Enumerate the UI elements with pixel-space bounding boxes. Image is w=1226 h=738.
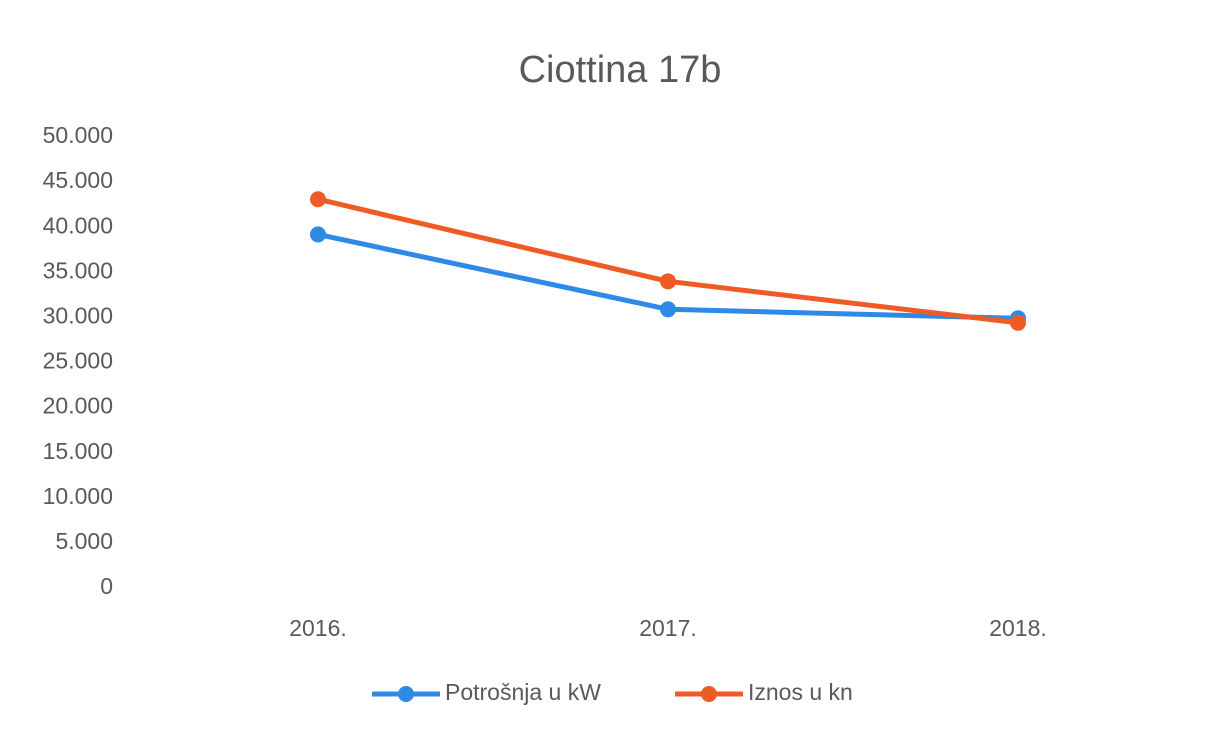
y-tick-label: 0: [100, 573, 113, 599]
legend-marker: [398, 686, 414, 702]
y-tick-label: 40.000: [43, 212, 113, 238]
y-tick-label: 5.000: [55, 528, 113, 554]
legend-marker: [701, 686, 717, 702]
chart-title: Ciottina 17b: [519, 49, 722, 91]
marker: [310, 226, 326, 243]
marker: [1010, 314, 1026, 331]
y-tick-label: 45.000: [43, 167, 113, 193]
x-tick-label: 2018.: [989, 615, 1047, 641]
x-tick-label: 2017.: [639, 615, 697, 641]
y-tick-label: 35.000: [43, 257, 113, 283]
y-tick-label: 15.000: [43, 438, 113, 464]
y-tick-label: 30.000: [43, 302, 113, 328]
y-tick-label: 50.000: [43, 122, 113, 148]
marker: [660, 301, 676, 318]
y-tick-label: 25.000: [43, 348, 113, 374]
legend-label: Potrošnja u kW: [445, 679, 601, 705]
marker: [660, 273, 676, 290]
y-tick-label: 10.000: [43, 483, 113, 509]
marker: [310, 191, 326, 208]
y-tick-label: 20.000: [43, 393, 113, 419]
x-tick-label: 2016.: [289, 615, 347, 641]
legend-label: Iznos u kn: [748, 679, 853, 705]
